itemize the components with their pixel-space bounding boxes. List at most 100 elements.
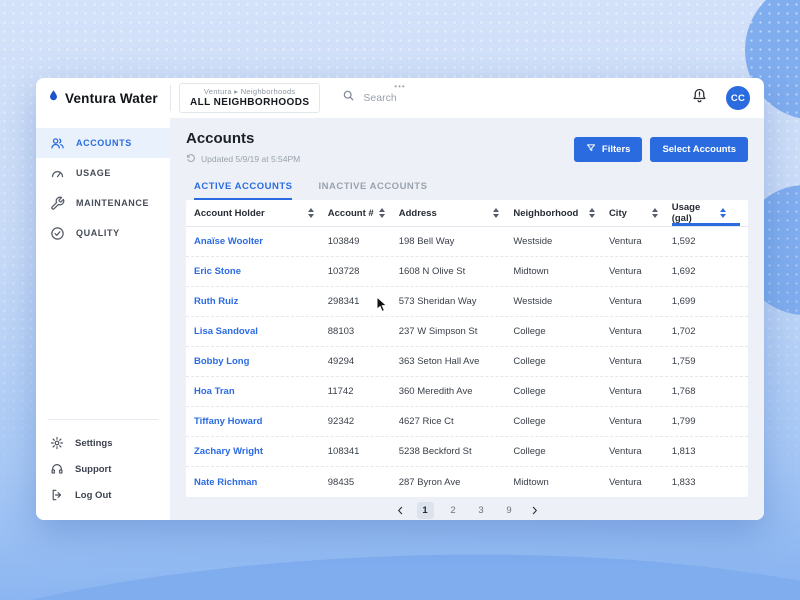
- page-button-2[interactable]: 2: [450, 504, 456, 516]
- page-button-9[interactable]: 9: [506, 504, 512, 516]
- sort-icon[interactable]: [378, 208, 385, 218]
- table-row[interactable]: Zachary Wright 108341 5238 Beckford St C…: [186, 437, 748, 467]
- usage-cell: 1,768: [671, 386, 696, 397]
- water-droplet-icon: [47, 88, 60, 108]
- column-header-neighborhood[interactable]: Neighborhood: [513, 200, 609, 226]
- city-cell: Ventura: [608, 386, 642, 397]
- address-cell: 360 Meredith Ave: [398, 386, 473, 397]
- column-header-address[interactable]: Address: [399, 200, 514, 226]
- app-window: Ventura Water Ventura ▸ Neighborhoods AL…: [36, 78, 764, 520]
- city-cell: Ventura: [608, 266, 642, 277]
- account-number-cell: 103849: [327, 236, 360, 247]
- neighborhood-cell: College: [513, 386, 546, 397]
- table-row[interactable]: Anaïse Woolter 103849 198 Bell Way Wests…: [186, 227, 748, 257]
- sidebar-item-usage[interactable]: USAGE: [36, 158, 170, 188]
- gear-icon: [50, 436, 64, 450]
- account-number-cell: 11742: [327, 386, 354, 397]
- address-cell: 4627 Rice Ct: [398, 416, 454, 427]
- divider: [48, 419, 158, 420]
- sidebar-item-support[interactable]: Support: [36, 456, 170, 482]
- tab-bar: ACTIVE ACCOUNTS INACTIVE ACCOUNTS: [186, 181, 748, 200]
- city-cell: Ventura: [608, 446, 642, 457]
- page-button-3[interactable]: 3: [478, 504, 484, 516]
- page-title: Accounts: [186, 130, 255, 147]
- usage-cell: 1,699: [671, 296, 696, 307]
- account-holder-link[interactable]: Bobby Long: [194, 356, 250, 367]
- sidebar-item-label: QUALITY: [76, 228, 120, 238]
- sort-icon-active[interactable]: [719, 208, 726, 218]
- sort-icon[interactable]: [493, 208, 500, 218]
- neighborhood-cell: Westside: [513, 296, 553, 307]
- refresh-icon[interactable]: [186, 150, 196, 168]
- headset-icon: [50, 462, 64, 476]
- table-header-row: Account Holder Account # Address Neighbo…: [186, 200, 748, 227]
- account-holder-link[interactable]: Eric Stone: [194, 266, 241, 277]
- account-holder-link[interactable]: Anaïse Woolter: [194, 236, 263, 247]
- address-cell: 198 Bell Way: [398, 236, 455, 247]
- account-number-cell: 298341: [327, 296, 360, 307]
- divider: [170, 85, 171, 111]
- table-row[interactable]: Eric Stone 103728 1608 N Olive St Midtow…: [186, 257, 748, 287]
- people-icon: [50, 136, 65, 151]
- sidebar: ACCOUNTS USAGE MAINTENANCE: [36, 118, 170, 520]
- sidebar-item-label: Settings: [75, 437, 113, 449]
- column-header-usage[interactable]: Usage (gal): [672, 200, 740, 226]
- select-accounts-button[interactable]: Select Accounts: [650, 136, 748, 162]
- account-holder-link[interactable]: Lisa Sandoval: [194, 326, 258, 337]
- sort-icon[interactable]: [307, 208, 314, 218]
- account-holder-link[interactable]: Nate Richman: [194, 476, 258, 488]
- table-row[interactable]: Bobby Long 49294 363 Seton Hall Ave Coll…: [186, 347, 748, 377]
- account-holder-link[interactable]: Hoa Tran: [194, 386, 235, 397]
- table-row[interactable]: Ruth Ruiz 298341 573 Sheridan Way Westsi…: [186, 287, 748, 317]
- address-cell: 573 Sheridan Way: [398, 296, 477, 307]
- account-holder-link[interactable]: Zachary Wright: [194, 446, 263, 457]
- address-cell: 1608 N Olive St: [398, 266, 466, 277]
- usage-cell: 1,759: [671, 356, 696, 367]
- sort-icon[interactable]: [588, 208, 595, 218]
- wrench-icon: [50, 196, 65, 211]
- column-header-account-number[interactable]: Account #: [328, 200, 399, 226]
- sort-icon[interactable]: [651, 208, 658, 218]
- check-circle-icon: [50, 226, 65, 241]
- account-holder-link[interactable]: Tiffany Howard: [194, 416, 263, 427]
- sidebar-item-label: USAGE: [76, 168, 112, 178]
- sidebar-item-label: Support: [75, 463, 112, 475]
- usage-cell: 1,833: [671, 476, 696, 488]
- pagination-ellipsis: •••: [36, 78, 764, 95]
- sidebar-item-accounts[interactable]: ACCOUNTS: [36, 128, 170, 158]
- table-row[interactable]: Lisa Sandoval 88103 237 W Simpson St Col…: [186, 317, 748, 347]
- tab-inactive-accounts[interactable]: INACTIVE ACCOUNTS: [318, 181, 428, 192]
- chevron-left-icon[interactable]: [395, 505, 406, 516]
- table-row[interactable]: Tiffany Howard 92342 4627 Rice Ct Colleg…: [186, 407, 748, 437]
- usage-cell: 1,799: [671, 416, 696, 427]
- account-number-cell: 98435: [327, 476, 355, 488]
- usage-cell: 1,592: [671, 236, 696, 247]
- sidebar-item-logout[interactable]: Log Out: [36, 482, 170, 508]
- logout-icon: [50, 488, 64, 502]
- main-content: Accounts Updated 5/9/19 at 5:54PM: [36, 78, 764, 520]
- column-header-account-holder[interactable]: Account Holder: [194, 200, 328, 226]
- neighborhood-cell: Westside: [513, 236, 553, 247]
- chevron-right-icon[interactable]: [529, 505, 540, 516]
- neighborhood-cell: College: [513, 416, 546, 427]
- sidebar-item-label: Log Out: [75, 489, 112, 501]
- sidebar-item-settings[interactable]: Settings: [36, 430, 170, 456]
- table-row[interactable]: Hoa Tran 11742 360 Meredith Ave College …: [186, 377, 748, 407]
- sidebar-item-quality[interactable]: QUALITY: [36, 218, 170, 248]
- table-row[interactable]: Nate Richman 98435 287 Byron Ave Midtown…: [186, 467, 748, 497]
- tab-active-accounts[interactable]: ACTIVE ACCOUNTS: [194, 181, 293, 200]
- last-updated: Updated 5/9/19 at 5:54PM: [201, 154, 301, 164]
- neighborhood-cell: College: [513, 326, 546, 337]
- address-cell: 363 Seton Hall Ave: [398, 356, 480, 367]
- address-cell: 5238 Beckford St: [398, 446, 472, 457]
- page-button-1[interactable]: 1: [416, 501, 434, 519]
- account-holder-link[interactable]: Ruth Ruiz: [194, 296, 239, 307]
- filters-button[interactable]: Filters: [573, 136, 643, 162]
- usage-cell: 1,813: [671, 446, 696, 457]
- column-header-city[interactable]: City: [609, 200, 672, 226]
- account-number-cell: 88103: [327, 326, 355, 337]
- neighborhood-cell: College: [513, 356, 546, 367]
- city-cell: Ventura: [608, 236, 642, 247]
- sidebar-item-maintenance[interactable]: MAINTENANCE: [36, 188, 170, 218]
